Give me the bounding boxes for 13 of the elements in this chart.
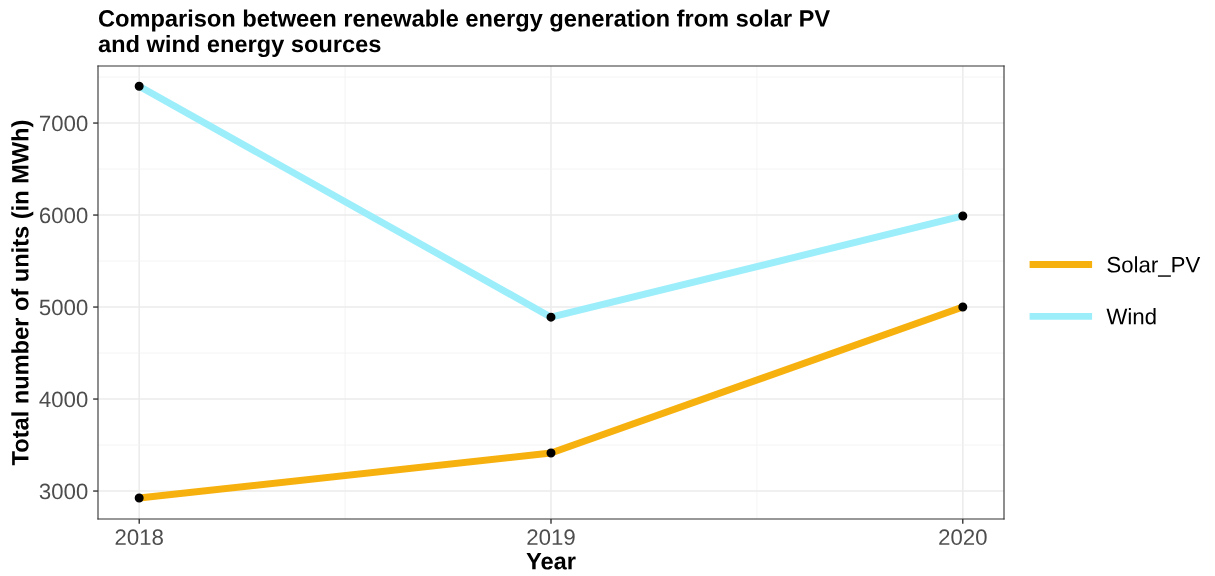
y-tick-label: 6000 bbox=[39, 207, 88, 224]
x-axis-title: Year bbox=[526, 553, 576, 570]
y-axis-title: Total number of units (in MWh) bbox=[11, 120, 34, 466]
y-tick-label: 5000 bbox=[39, 299, 88, 316]
legend-label: Solar_PV bbox=[1107, 256, 1201, 277]
x-tick-label: 2019 bbox=[527, 529, 575, 546]
y-tick-label: 4000 bbox=[39, 391, 88, 408]
y-tick-label: 7000 bbox=[39, 115, 88, 132]
x-tick-label: 2018 bbox=[115, 529, 163, 546]
x-tick-label: 2020 bbox=[939, 529, 987, 546]
legend-label: Wind bbox=[1106, 308, 1156, 325]
chart-title: Comparison between renewable energy generation from solar PV and wind energy sources bbox=[98, 9, 830, 58]
y-tick-label: 3000 bbox=[39, 483, 88, 500]
